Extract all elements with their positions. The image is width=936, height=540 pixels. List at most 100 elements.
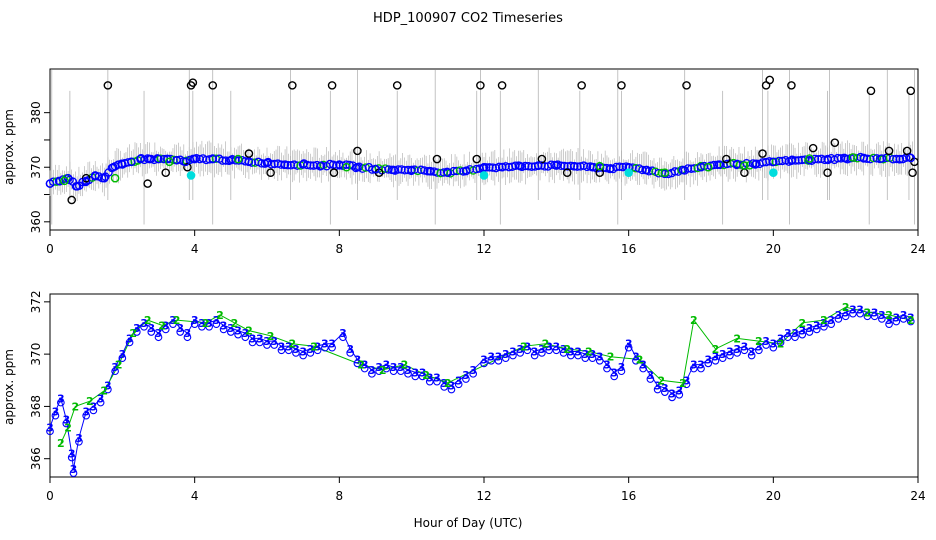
mean-point: [556, 161, 566, 171]
mean-point: [810, 154, 820, 164]
series-marker: 3: [270, 335, 278, 348]
mean-point: [302, 160, 312, 170]
data-circle: [747, 351, 756, 360]
series-marker: 3: [234, 325, 242, 338]
series-marker: 2: [267, 330, 275, 343]
series-point: [848, 153, 858, 162]
mean-point: [455, 166, 465, 175]
data-circle: [183, 333, 192, 342]
data-circle: [56, 398, 65, 407]
data-circle: [639, 364, 647, 373]
calibration-point: [769, 168, 778, 177]
data-circle: [660, 388, 669, 396]
data-circle: [263, 341, 271, 349]
x-tick-label: 8: [336, 242, 344, 256]
series-marker: 3: [419, 366, 427, 379]
data-circle: [545, 346, 553, 355]
series-marker: 3: [46, 421, 54, 434]
series-marker: 3: [603, 359, 611, 372]
series-marker: 2: [401, 359, 409, 372]
series-marker: 2: [86, 395, 94, 408]
series-marker: 3: [618, 361, 626, 374]
series-point: [595, 161, 605, 171]
series-marker: 3: [469, 364, 477, 377]
data-circle: [176, 328, 185, 336]
data-circle: [411, 372, 420, 381]
series-marker: 3: [553, 340, 561, 353]
series-marker: 3: [545, 340, 553, 353]
series-marker: 3: [733, 343, 741, 356]
data-circle: [389, 367, 398, 376]
mean-point: [683, 164, 693, 173]
series-marker: 3: [690, 359, 698, 372]
mean-point: [452, 166, 462, 176]
data-circle: [689, 364, 698, 373]
series-marker: 3: [299, 346, 307, 359]
data-circle: [856, 309, 864, 318]
series-marker: 2: [520, 340, 528, 353]
y-tick-label: 360: [29, 210, 43, 233]
series-marker: 3: [411, 366, 419, 379]
series-marker: 3: [878, 309, 886, 322]
series-marker: 3: [191, 314, 199, 327]
x-tick-label: 24: [910, 489, 925, 503]
outlier-point: [562, 168, 572, 177]
data-circle: [154, 333, 163, 342]
outlier-point: [537, 154, 547, 164]
series-marker: 2: [158, 319, 166, 332]
series-marker: 2: [422, 369, 430, 382]
data-circle: [581, 354, 590, 362]
series-marker: 3: [397, 361, 405, 374]
series-marker: 3: [213, 314, 221, 327]
data-circle: [798, 330, 807, 339]
data-circle: [339, 333, 347, 342]
series-marker: 3: [509, 346, 517, 359]
series-point: [99, 173, 109, 183]
outlier-point: [830, 138, 840, 147]
outlier-point: [808, 143, 818, 153]
series-marker: 2: [100, 385, 108, 398]
data-circle: [353, 359, 362, 368]
outlier-point: [353, 146, 362, 156]
data-circle: [494, 356, 503, 365]
x-tick-label: 0: [46, 242, 54, 256]
y-tick-label: 366: [29, 447, 43, 470]
series-marker: 3: [683, 374, 691, 387]
series-marker: 3: [907, 312, 915, 325]
series-marker: 2: [820, 314, 828, 327]
series-marker: 2: [712, 343, 720, 356]
series-marker: 2: [636, 353, 644, 366]
data-circle: [697, 364, 705, 373]
series-marker: 3: [285, 340, 293, 353]
series-marker: 3: [524, 340, 532, 353]
series-marker: 3: [111, 361, 119, 374]
outlier-point: [161, 168, 171, 177]
series-marker: 3: [241, 327, 249, 340]
data-circle: [906, 317, 915, 326]
series-marker: 3: [119, 348, 127, 361]
data-circle: [668, 393, 676, 402]
data-circle: [248, 338, 257, 347]
data-circle: [82, 411, 91, 420]
series-point: [606, 164, 615, 173]
mean-point: [892, 154, 901, 164]
series-marker: 3: [538, 343, 546, 356]
calibration-point: [479, 171, 489, 180]
series-marker: 3: [784, 327, 792, 340]
outlier-point: [497, 81, 507, 90]
data-circle: [812, 325, 821, 334]
series-marker: 3: [307, 343, 315, 356]
data-circle: [147, 328, 156, 336]
y-tick-label: 370: [29, 156, 43, 179]
outlier-point: [722, 154, 731, 164]
data-circle: [530, 351, 539, 360]
x-tick-label: 24: [910, 242, 925, 256]
series-marker: 2: [657, 374, 665, 387]
mean-point: [833, 153, 842, 163]
series-point: [342, 162, 351, 172]
series-point: [678, 165, 688, 175]
data-circle: [538, 349, 546, 357]
series-point: [533, 161, 543, 170]
series-marker: 3: [770, 338, 778, 351]
series-point: [642, 165, 652, 175]
